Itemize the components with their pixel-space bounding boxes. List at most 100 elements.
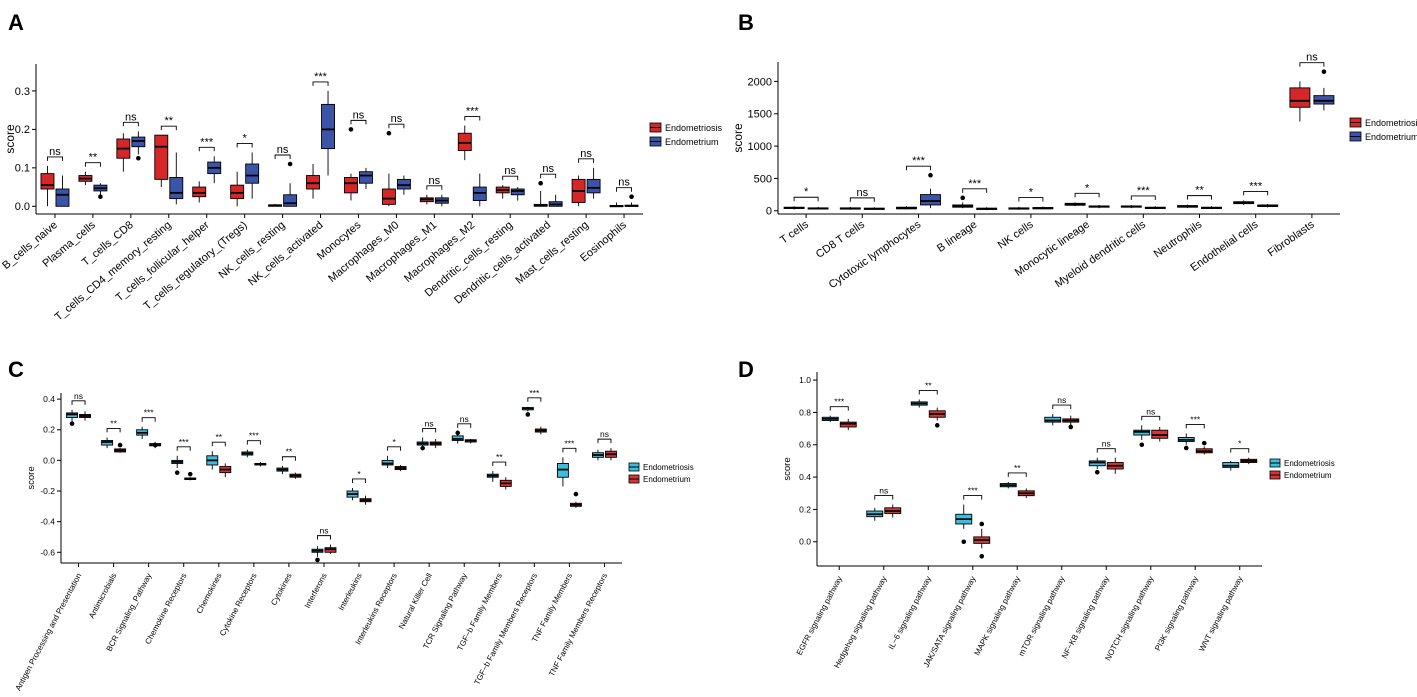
boxplot-endometriosis (521, 406, 534, 417)
boxplot-endometrium (863, 207, 885, 210)
boxplot-endometriosis (592, 449, 604, 461)
significance-label: *** (968, 486, 979, 496)
boxplot-endometrium (1088, 204, 1110, 209)
boxplot-endometrium (1195, 440, 1213, 455)
significance-label: * (243, 132, 248, 144)
significance-label: ** (110, 418, 117, 428)
legend-label: Endometriosis (643, 463, 694, 472)
boxplot-endometriosis (116, 133, 131, 172)
y-tick-label: -0.2 (40, 486, 55, 496)
boxplot-endometriosis (1088, 457, 1106, 475)
significance-bracket (426, 185, 443, 190)
significance-label: * (804, 186, 809, 198)
boxplot-endometrium (569, 491, 582, 508)
outlier-point (525, 412, 531, 417)
y-axis-label: score (3, 124, 17, 154)
outlier-point (1094, 469, 1100, 475)
boxplot-endometrium (807, 206, 829, 210)
outlier-point (69, 421, 75, 426)
panel-C: C -0.6 -0.4 -0.2 0.0 0.2 0.4 score Antigen Proce… (8, 357, 694, 692)
boxplot-endometrium (429, 438, 442, 449)
outlier-point (455, 430, 461, 436)
outlier-point (629, 194, 634, 199)
legend-label: Endometriosis (1365, 118, 1417, 128)
boxplot-endometriosis (381, 130, 396, 207)
outlier-point (979, 554, 985, 559)
box (306, 175, 320, 190)
significance-bracket (1230, 448, 1250, 453)
boxplot-endometriosis (171, 455, 184, 475)
significance-label: *** (466, 106, 480, 118)
significance-bracket (962, 188, 988, 193)
x-tick-label: Antimicrobials (87, 572, 118, 620)
boxplot-endometriosis (495, 185, 510, 199)
y-tick-label: 0.0 (43, 455, 55, 465)
boxplot-endometrium (169, 152, 184, 205)
boxplot-endometriosis (955, 504, 973, 545)
significance-label: * (1238, 439, 1242, 449)
x-tick-label: WNT signaling pathway (1197, 575, 1244, 653)
x-tick-label: NOTCH signaling pathway (1103, 575, 1155, 662)
significance-bracket (71, 400, 86, 405)
significance-label: ns (391, 113, 403, 125)
significance-bracket (352, 478, 366, 483)
significance-label: * (1085, 182, 1090, 194)
boxplot-endometrium (1151, 426, 1169, 442)
outlier-point (934, 423, 940, 428)
significance-bracket (1018, 197, 1044, 202)
boxplot-endometriosis (192, 181, 207, 203)
significance-bracket (1243, 190, 1269, 196)
significance-bracket (350, 119, 367, 125)
significance-bracket (492, 461, 507, 467)
x-tick-label: TNF Family Members Receptors (547, 572, 609, 678)
boxplot-endometriosis (268, 204, 283, 207)
significance-label: ** (165, 115, 174, 127)
significance-bracket (1096, 448, 1116, 453)
significance-label: *** (249, 431, 260, 441)
significance-bracket (527, 397, 542, 402)
boxplot-endometrium (245, 152, 260, 199)
outlier-point (386, 130, 392, 136)
significance-bracket (616, 187, 632, 192)
box (920, 194, 941, 206)
significance-bracket (387, 446, 402, 451)
boxplot-endometriosis (154, 134, 169, 188)
outlier-point (538, 180, 543, 186)
x-tick-label: EGFR signaling pathway (795, 575, 844, 657)
y-tick-label: 0.4 (799, 472, 811, 482)
box (396, 178, 411, 190)
boxplot-endometriosis (1133, 425, 1151, 448)
significance-label: ns (460, 414, 469, 424)
significance-bracket (1052, 404, 1072, 410)
boxplot-endometriosis (78, 171, 93, 186)
significance-label: *** (912, 155, 926, 167)
outlier-point (136, 155, 141, 161)
significance-label: ns (504, 165, 516, 177)
boxplot-endometriosis (276, 465, 289, 475)
boxplot-endometrium (114, 442, 127, 453)
significance-bracket (388, 123, 405, 129)
boxplot-endometrium (472, 173, 487, 207)
significance-bracket (1185, 423, 1205, 429)
y-tick-label: 500 (754, 173, 772, 185)
significance-bracket (829, 406, 849, 411)
significance-bracket (160, 125, 177, 131)
significance-bracket (918, 390, 938, 395)
boxplot-endometrium (359, 167, 373, 189)
boxplot-endometrium (321, 90, 335, 176)
outlier-point (1183, 445, 1189, 451)
significance-bracket (176, 446, 191, 451)
y-tick-label: 1.0 (799, 375, 811, 385)
boxplot-endometriosis (866, 507, 884, 521)
y-tick-label: -0.6 (40, 547, 55, 557)
x-tick-label: B lineage (935, 219, 979, 255)
x-tick-label: Interferons (303, 572, 329, 610)
significance-bracket (211, 441, 226, 447)
x-tick-label: Natural Killer Cell (397, 572, 434, 631)
significance-bracket (562, 447, 577, 453)
significance-bracket (793, 196, 819, 202)
significance-bracket (1007, 472, 1027, 477)
x-tick-label: T cells (778, 218, 811, 246)
boxplot-endometriosis (1044, 414, 1062, 426)
boxplot-endometriosis (311, 546, 324, 563)
